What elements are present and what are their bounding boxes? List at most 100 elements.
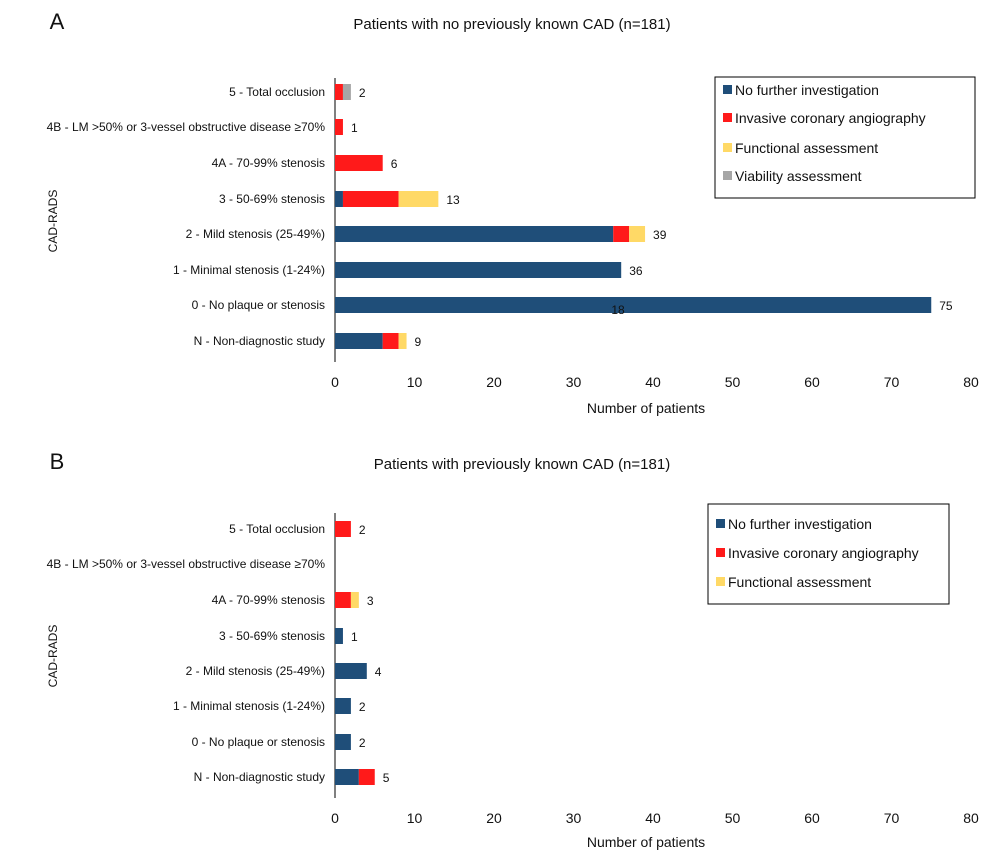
panel-letter: A bbox=[50, 9, 65, 34]
x-tick-label: 30 bbox=[566, 374, 582, 390]
legend-label: No further investigation bbox=[735, 82, 879, 98]
legend-box bbox=[707, 503, 950, 605]
chart-title: Patients with previously known CAD (n=18… bbox=[374, 456, 670, 473]
chart-panel-b: B Patients with previously known CAD (n=1… bbox=[46, 449, 979, 850]
x-tick-label: 60 bbox=[804, 810, 820, 826]
category-label: 4B - LM >50% or 3-vessel obstructive dis… bbox=[47, 557, 326, 571]
bar-total-label: 2 bbox=[359, 700, 366, 714]
bar-segment bbox=[335, 769, 359, 785]
bar-segment bbox=[382, 333, 399, 349]
bar-total-label: 1 bbox=[351, 121, 358, 135]
chart-title: Patients with no previously known CAD (n… bbox=[353, 16, 670, 33]
category-label: 3 - 50-69% stenosis bbox=[219, 629, 325, 643]
bar-total-label: 4 bbox=[375, 665, 382, 679]
x-tick-label: 0 bbox=[331, 374, 339, 390]
bar-segment bbox=[358, 769, 375, 785]
bar-total-label: 1 bbox=[351, 630, 358, 644]
bar-segment bbox=[342, 84, 351, 100]
bar-total-label: 5 bbox=[383, 771, 390, 785]
x-tick-label: 0 bbox=[331, 810, 339, 826]
category-label: N - Non-diagnostic study bbox=[194, 770, 325, 784]
bar-segment bbox=[335, 663, 367, 679]
category-label: 5 - Total occlusion bbox=[229, 522, 325, 536]
bar-segment bbox=[335, 592, 351, 608]
category-label: 4A - 70-99% stenosis bbox=[212, 593, 325, 607]
legend-swatch bbox=[716, 548, 725, 557]
legend-label: No further investigation bbox=[728, 516, 872, 532]
legend-swatch bbox=[723, 113, 732, 122]
category-label: 0 - No plaque or stenosis bbox=[192, 298, 325, 312]
bar-total-label: 2 bbox=[359, 736, 366, 750]
x-tick-label: 40 bbox=[645, 374, 661, 390]
x-axis-title: Number of patients bbox=[587, 400, 705, 416]
legend-swatch bbox=[723, 85, 732, 94]
bar-total-label: 2 bbox=[359, 86, 366, 100]
x-axis-title: Number of patients bbox=[587, 834, 705, 850]
legend-box bbox=[714, 76, 976, 199]
legend-label: Invasive coronary angiography bbox=[735, 110, 926, 126]
bar-segment bbox=[629, 226, 646, 242]
legend-swatch bbox=[716, 519, 725, 528]
x-tick-label: 50 bbox=[725, 810, 741, 826]
bar-total-label: 13 bbox=[446, 193, 460, 207]
bar-segment bbox=[335, 333, 383, 349]
category-label: 1 - Minimal stenosis (1-24%) bbox=[173, 263, 325, 277]
legend-label: Functional assessment bbox=[735, 140, 878, 156]
bar-total-label: 9 bbox=[415, 335, 422, 349]
bar-total-label: 6 bbox=[391, 157, 398, 171]
category-label: 5 - Total occlusion bbox=[229, 85, 325, 99]
bar-segment bbox=[335, 628, 343, 644]
x-tick-label: 10 bbox=[407, 374, 423, 390]
category-label: 0 - No plaque or stenosis bbox=[192, 735, 325, 749]
chart-panel-a: A Patients with no previously known CAD (… bbox=[46, 9, 979, 416]
bar-annotation: 18 bbox=[611, 303, 625, 317]
x-tick-label: 20 bbox=[486, 374, 502, 390]
legend-label: Invasive coronary angiography bbox=[728, 545, 919, 561]
bar-total-label: 2 bbox=[359, 523, 366, 537]
y-axis-title: CAD-RADS bbox=[46, 625, 60, 688]
x-tick-label: 70 bbox=[884, 810, 900, 826]
legend-swatch bbox=[723, 171, 732, 180]
bar-segment bbox=[613, 226, 630, 242]
x-tick-label: 40 bbox=[645, 810, 661, 826]
bar-segment bbox=[335, 119, 343, 135]
x-tick-label: 70 bbox=[884, 374, 900, 390]
bar-total-label: 3 bbox=[367, 594, 374, 608]
x-tick-label: 50 bbox=[725, 374, 741, 390]
x-tick-label: 80 bbox=[963, 374, 979, 390]
bar-total-label: 75 bbox=[939, 299, 953, 313]
bar-segment bbox=[398, 333, 407, 349]
panel-letter: B bbox=[50, 449, 65, 474]
bar-segment bbox=[342, 191, 399, 207]
x-tick-label: 30 bbox=[566, 810, 582, 826]
bar-segment bbox=[335, 155, 383, 171]
category-label: 4A - 70-99% stenosis bbox=[212, 156, 325, 170]
x-tick-label: 60 bbox=[804, 374, 820, 390]
legend: No further investigation Invasive coronar… bbox=[707, 503, 950, 605]
bar-total-label: 39 bbox=[653, 228, 667, 242]
category-label: N - Non-diagnostic study bbox=[194, 334, 325, 348]
legend: No further investigation Invasive coronar… bbox=[714, 76, 976, 199]
bar-segment bbox=[335, 734, 351, 750]
bar-total-label: 36 bbox=[629, 264, 643, 278]
bar-segment bbox=[335, 297, 932, 313]
legend-swatch bbox=[723, 143, 732, 152]
bar-segment bbox=[350, 592, 359, 608]
category-label: 2 - Mild stenosis (25-49%) bbox=[186, 227, 325, 241]
y-axis-title: CAD-RADS bbox=[46, 190, 60, 253]
bar-segment bbox=[335, 84, 343, 100]
bar-segment bbox=[335, 698, 351, 714]
legend-label: Viability assessment bbox=[735, 168, 862, 184]
legend-label: Functional assessment bbox=[728, 574, 871, 590]
bar-segment bbox=[335, 226, 614, 242]
x-tick-label: 10 bbox=[407, 810, 423, 826]
bar-segment bbox=[335, 521, 351, 537]
bar-segment bbox=[335, 262, 622, 278]
category-label: 3 - 50-69% stenosis bbox=[219, 192, 325, 206]
bar-segment bbox=[335, 191, 343, 207]
bar-segment bbox=[398, 191, 439, 207]
category-label: 4B - LM >50% or 3-vessel obstructive dis… bbox=[47, 120, 326, 134]
category-label: 1 - Minimal stenosis (1-24%) bbox=[173, 699, 325, 713]
x-tick-label: 80 bbox=[963, 810, 979, 826]
